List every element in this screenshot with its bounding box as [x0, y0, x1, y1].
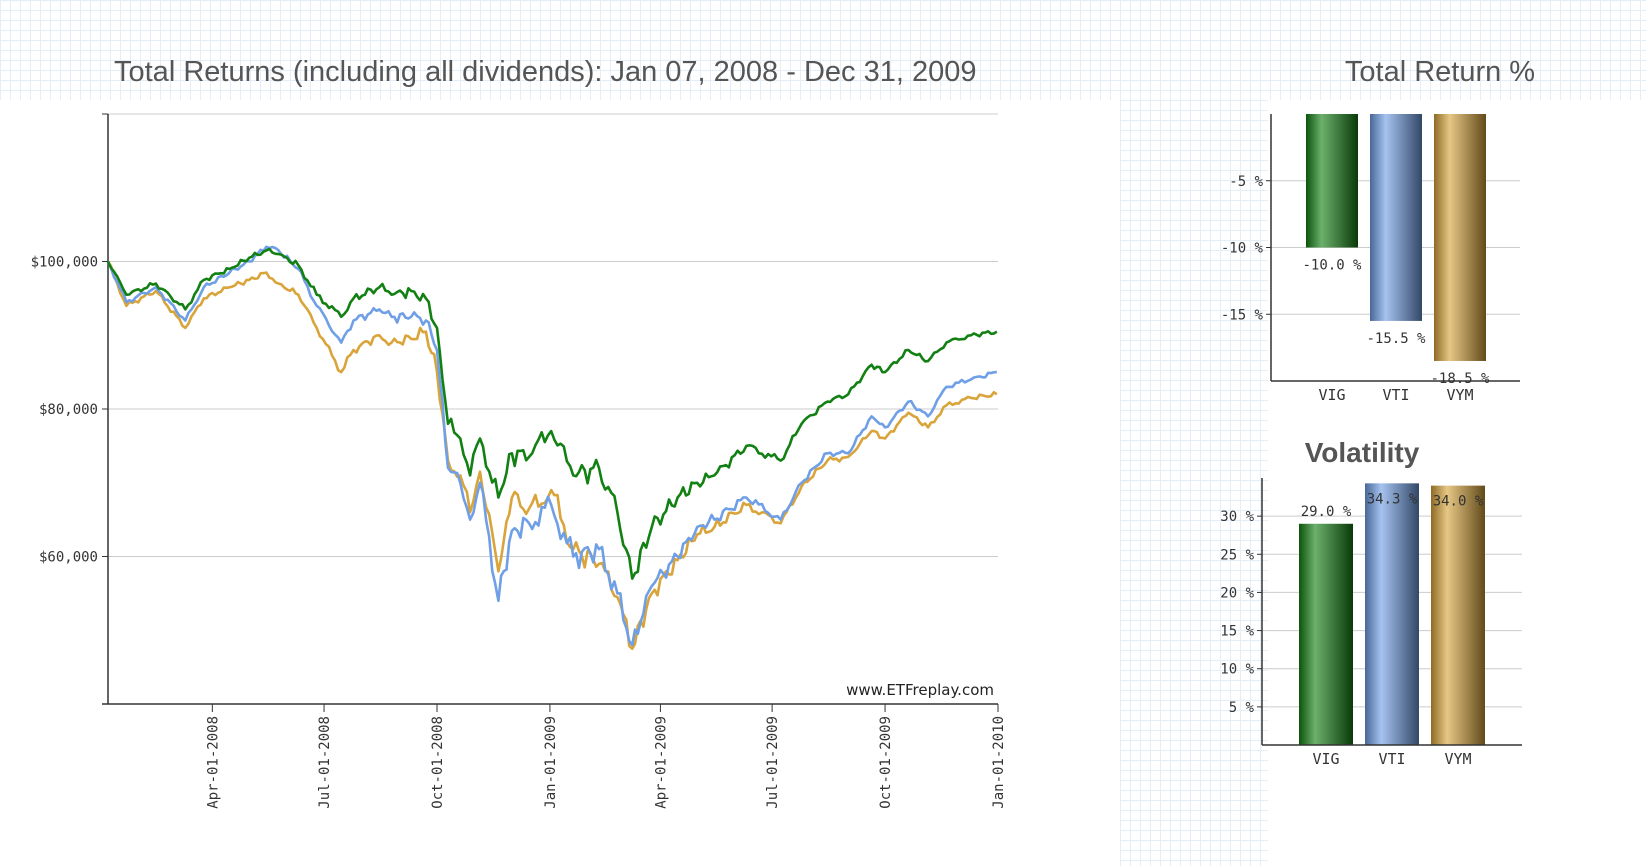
volatility-value-label: 29.0 %: [1301, 504, 1352, 520]
volatility-category-label: VTI: [1378, 750, 1405, 768]
main-x-tick-label: Jan-01-2009: [543, 716, 559, 809]
volatility-value-label: 34.0 %: [1433, 494, 1484, 510]
return-value-label: -15.5 %: [1366, 331, 1426, 347]
volatility-category-label: VYM: [1444, 750, 1471, 768]
main-y-tick-label: $60,000: [39, 550, 98, 566]
main-x-tick-label: Jul-01-2008: [317, 716, 333, 809]
main-x-tick-label: Apr-01-2009: [653, 716, 669, 809]
series-line-vig: [106, 247, 998, 580]
volatility-y-tick-label: 5 %: [1229, 700, 1255, 716]
volatility-y-tick-label: 15 %: [1220, 624, 1254, 640]
return-value-label: -18.5 %: [1430, 371, 1490, 387]
series-line-vti: [106, 245, 997, 647]
main-x-tick-label: Jan-01-2010: [991, 716, 1007, 809]
main-chart-title: Total Returns (including all dividends):…: [114, 56, 977, 88]
volatility-bar-vti: [1365, 483, 1419, 745]
watermark-text: www.ETFreplay.com: [846, 681, 994, 699]
volatility-y-tick-label: 20 %: [1220, 585, 1254, 601]
return-category-label: VTI: [1382, 386, 1409, 404]
main-y-tick-label: $80,000: [39, 402, 98, 418]
volatility-title: Volatility: [1305, 437, 1420, 468]
volatility-y-tick-label: 25 %: [1220, 547, 1254, 563]
total-return-title: Total Return %: [1344, 56, 1536, 88]
return-value-label: -10.0 %: [1302, 258, 1362, 274]
volatility-bar-vig: [1299, 523, 1353, 745]
series-line-vym: [106, 260, 998, 650]
return-category-label: VYM: [1446, 386, 1473, 404]
main-x-tick-label: Jul-01-2009: [765, 716, 781, 809]
return-bar-vym: [1434, 114, 1486, 361]
main-x-tick-label: Apr-01-2008: [205, 716, 221, 809]
return-bar-vig: [1306, 114, 1358, 248]
return-y-tick-label: -10 %: [1221, 241, 1264, 257]
main-y-tick-label: $100,000: [31, 255, 98, 271]
volatility-category-label: VIG: [1312, 750, 1339, 768]
main-x-tick-label: Oct-01-2008: [430, 716, 446, 809]
return-y-tick-label: -15 %: [1221, 307, 1264, 323]
return-bar-vti: [1370, 114, 1422, 321]
volatility-bar-vym: [1431, 485, 1485, 745]
main-x-tick-label: Oct-01-2009: [878, 716, 894, 809]
volatility-value-label: 34.3 %: [1367, 491, 1418, 507]
volatility-y-tick-label: 30 %: [1220, 509, 1254, 525]
main-chart-panel: [0, 100, 1120, 866]
return-y-tick-label: -5 %: [1229, 174, 1263, 190]
return-category-label: VIG: [1318, 386, 1345, 404]
volatility-y-tick-label: 10 %: [1220, 662, 1254, 678]
